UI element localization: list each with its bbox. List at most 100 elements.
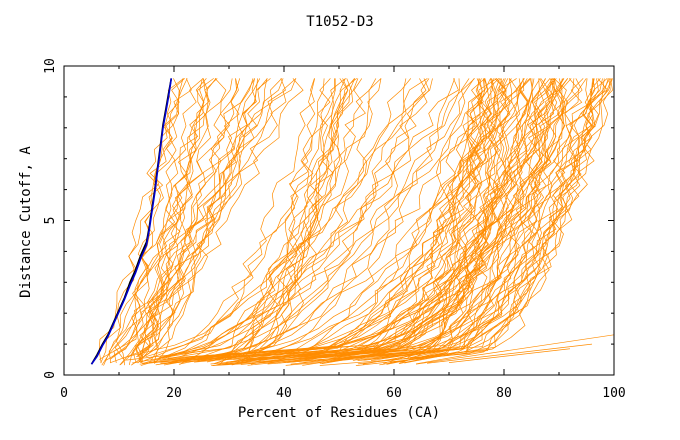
model-series-line bbox=[221, 78, 407, 358]
model-series-line bbox=[363, 78, 547, 361]
model-series-line bbox=[159, 78, 613, 361]
model-series-line bbox=[319, 78, 496, 365]
model-series-line bbox=[267, 78, 603, 365]
model-series-line bbox=[319, 78, 594, 366]
model-series-line bbox=[157, 78, 336, 361]
model-series-line bbox=[334, 78, 524, 357]
x-tick-label: 0 bbox=[60, 386, 68, 401]
model-series-line bbox=[315, 78, 507, 358]
model-series-line bbox=[140, 78, 233, 360]
model-series-line bbox=[98, 78, 184, 364]
model-series-line bbox=[386, 78, 530, 365]
model-series-line bbox=[352, 78, 493, 362]
model-series-line bbox=[139, 78, 433, 363]
model-series-line bbox=[134, 78, 241, 358]
model-series-line bbox=[140, 78, 475, 366]
model-series-line bbox=[212, 78, 512, 366]
x-axis-label: Percent of Residues (CA) bbox=[237, 405, 441, 421]
model-series-line bbox=[155, 78, 363, 366]
model-series-line bbox=[105, 78, 268, 362]
model-series-line bbox=[156, 78, 459, 360]
model-series-line bbox=[101, 78, 218, 366]
model-series-line bbox=[154, 78, 240, 364]
model-series-line bbox=[182, 78, 565, 362]
model-series-line bbox=[312, 78, 568, 358]
model-series-line bbox=[145, 78, 315, 358]
model-series-line bbox=[321, 78, 533, 364]
model-series-line bbox=[142, 78, 599, 364]
model-series-line bbox=[114, 78, 184, 360]
x-tick-label: 100 bbox=[602, 386, 625, 401]
model-series-line bbox=[100, 78, 254, 364]
model-series-line bbox=[132, 78, 204, 363]
model-series-line bbox=[116, 78, 188, 366]
reference-series-blue bbox=[90, 78, 173, 365]
model-series-line bbox=[188, 78, 575, 358]
model-series-line bbox=[350, 78, 589, 359]
y-tick-label: 10 bbox=[43, 58, 58, 74]
y-tick-label: 5 bbox=[43, 217, 58, 225]
model-series-line bbox=[161, 78, 382, 358]
model-series-line bbox=[247, 78, 584, 366]
model-series-line bbox=[384, 78, 596, 362]
x-tick-label: 80 bbox=[496, 386, 512, 401]
model-series-line bbox=[178, 78, 528, 365]
model-series-line bbox=[232, 78, 346, 366]
x-tick-label: 60 bbox=[386, 386, 402, 401]
model-series-lines bbox=[98, 78, 614, 366]
y-axis-label: Distance Cutoff, A bbox=[18, 146, 34, 298]
model-series-line bbox=[158, 78, 498, 359]
model-series-line bbox=[212, 78, 316, 362]
model-series-line bbox=[252, 78, 512, 363]
model-series-line bbox=[131, 78, 258, 366]
model-series-line bbox=[201, 78, 349, 360]
model-series-line bbox=[415, 78, 562, 360]
model-series-line bbox=[448, 348, 571, 363]
chart-title: T1052-D3 bbox=[306, 14, 374, 30]
model-series-line bbox=[218, 78, 557, 358]
model-series-line bbox=[211, 78, 608, 366]
model-series-line bbox=[399, 78, 511, 363]
model-series-line bbox=[167, 78, 541, 359]
model-series-line bbox=[321, 78, 485, 362]
model-series-line bbox=[253, 78, 605, 361]
model-series-line bbox=[308, 78, 601, 359]
model-series-line bbox=[404, 78, 566, 364]
model-series-line bbox=[250, 78, 485, 365]
model-series-line bbox=[167, 78, 500, 364]
axis-ticks bbox=[63, 65, 615, 376]
model-series-line bbox=[139, 78, 284, 364]
model-series-line bbox=[214, 78, 325, 365]
model-series-line bbox=[142, 78, 214, 362]
model-series-line bbox=[164, 78, 412, 366]
model-series-line bbox=[99, 78, 297, 360]
model-series-line bbox=[179, 78, 346, 365]
model-series-line bbox=[139, 78, 517, 365]
model-series-line bbox=[225, 78, 613, 364]
reference-series-lines bbox=[90, 78, 173, 365]
model-series-line bbox=[398, 78, 613, 364]
model-series-line bbox=[246, 78, 486, 361]
model-series-line bbox=[132, 78, 430, 364]
model-series-line bbox=[153, 78, 256, 363]
x-tick-label: 20 bbox=[166, 386, 182, 401]
model-series-line bbox=[216, 78, 427, 366]
model-series-line bbox=[415, 334, 614, 365]
model-series-line bbox=[139, 78, 192, 359]
model-series-line bbox=[127, 78, 428, 358]
model-series-line bbox=[287, 78, 518, 363]
model-series-line bbox=[135, 78, 227, 363]
model-series-line bbox=[111, 78, 297, 358]
model-series-line bbox=[296, 78, 540, 358]
model-series-line bbox=[210, 78, 354, 358]
y-tick-label: 0 bbox=[43, 371, 58, 379]
model-series-line bbox=[336, 78, 608, 358]
model-series-line bbox=[251, 78, 483, 364]
model-series-line bbox=[245, 78, 355, 360]
model-series-line bbox=[126, 78, 460, 361]
model-series-line bbox=[207, 78, 382, 363]
model-series-line bbox=[162, 78, 349, 360]
model-series-line bbox=[407, 78, 483, 358]
tick-labels: 0 20 40 60 80 100 0 5 10 bbox=[43, 58, 626, 401]
